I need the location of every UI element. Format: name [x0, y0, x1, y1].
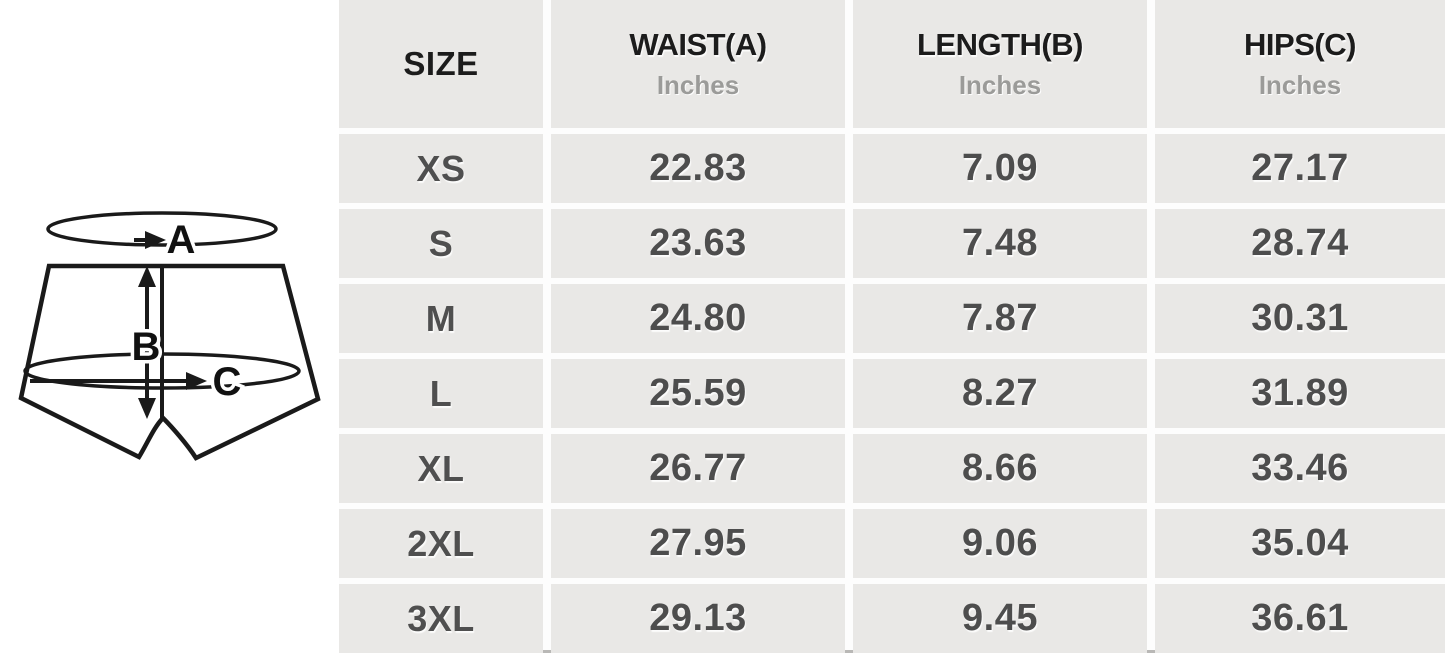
waist-arrow [134, 231, 166, 249]
column-header-length: LENGTH(B) Inches [853, 0, 1147, 128]
row-xs-hips: 27.17 [1155, 134, 1445, 203]
hips-arrow [30, 372, 207, 390]
row-2xl-waist: 27.95 [551, 509, 845, 578]
waist-label: A [167, 218, 196, 262]
row-3xl-waist: 29.13 [551, 584, 845, 653]
row-l-length: 8.27 [853, 359, 1147, 428]
column-header-size: SIZE [339, 0, 543, 128]
column-header-length-title: LENGTH(B) [917, 27, 1083, 62]
column-header-length-unit: Inches [958, 70, 1042, 100]
column-header-waist-title: WAIST(A) [629, 27, 767, 62]
row-3xl-hips: 36.61 [1155, 584, 1445, 653]
row-s-hips: 28.74 [1155, 209, 1445, 278]
shorts-outline [18, 263, 321, 461]
row-3xl-length: 9.45 [853, 584, 1147, 653]
row-xs-waist: 22.83 [551, 134, 845, 203]
row-m-waist: 24.80 [551, 284, 845, 353]
row-2xl-hips: 35.04 [1155, 509, 1445, 578]
row-2xl-length: 9.06 [853, 509, 1147, 578]
column-header-hips-unit: Inches [1258, 70, 1342, 100]
row-xl-length: 8.66 [853, 434, 1147, 503]
waist-ellipse [46, 211, 278, 247]
row-xl-waist: 26.77 [551, 434, 845, 503]
hips-ellipse [23, 352, 301, 390]
row-l-hips: 31.89 [1155, 359, 1445, 428]
row-2xl-size: 2XL [339, 509, 543, 578]
row-l-size: L [339, 359, 543, 428]
row-m-length: 7.87 [853, 284, 1147, 353]
row-xs-length: 7.09 [853, 134, 1147, 203]
measurement-diagram: A B C [18, 211, 321, 461]
column-header-hips-title: HIPS(C) [1244, 27, 1356, 62]
row-s-size: S [339, 209, 543, 278]
row-l-waist: 25.59 [551, 359, 845, 428]
column-header-waist-unit: Inches [656, 70, 740, 100]
size-table: SIZE WAIST(A) Inches LENGTH(B) Inches HI… [339, 0, 1445, 653]
row-3xl-size: 3XL [339, 584, 543, 653]
row-xl-hips: 33.46 [1155, 434, 1445, 503]
row-xs-size: XS [339, 134, 543, 203]
row-m-hips: 30.31 [1155, 284, 1445, 353]
length-label: B [132, 325, 161, 369]
row-m-size: M [339, 284, 543, 353]
row-xl-size: XL [339, 434, 543, 503]
left-illustration-panel: A B C [0, 180, 340, 520]
row-s-waist: 23.63 [551, 209, 845, 278]
column-header-waist: WAIST(A) Inches [551, 0, 845, 128]
row-s-length: 7.48 [853, 209, 1147, 278]
hips-label: C [213, 360, 242, 404]
column-header-hips: HIPS(C) Inches [1155, 0, 1445, 128]
length-arrow [138, 266, 156, 419]
